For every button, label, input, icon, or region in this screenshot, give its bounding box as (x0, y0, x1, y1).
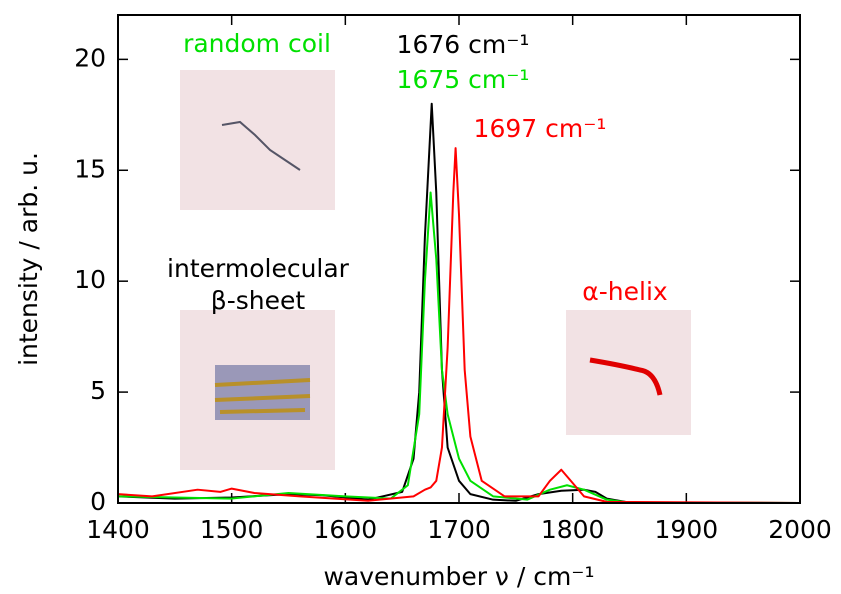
annotation: intermolecular (167, 254, 350, 283)
snapshot-alpha-helix (566, 310, 691, 435)
snapshot-random-coil (180, 70, 335, 210)
y-tick-label: 15 (74, 154, 106, 183)
x-tick-label: 1700 (427, 515, 491, 544)
annotation: α-helix (582, 277, 667, 306)
annotation: 1675 cm⁻¹ (397, 65, 530, 94)
x-tick-label: 1400 (86, 515, 150, 544)
y-tick-label: 0 (90, 487, 106, 516)
y-axis-label: intensity / arb. u. (14, 152, 43, 366)
annotation: 1676 cm⁻¹ (397, 30, 530, 59)
annotation: 1697 cm⁻¹ (474, 114, 607, 143)
snapshots (180, 70, 691, 470)
y-tick-label: 10 (74, 265, 106, 294)
x-tick-label: 1600 (314, 515, 378, 544)
plot-frame (117, 14, 801, 504)
snapshot-molecule (589, 357, 663, 396)
x-tick-label: 2000 (768, 515, 832, 544)
line-series (117, 147, 801, 504)
snapshot-molecule (221, 120, 301, 171)
x-axis-label: wavenumber ν / cm⁻¹ (323, 562, 594, 591)
y-tick-label: 5 (90, 376, 106, 405)
annotation: random coil (183, 29, 331, 58)
snapshot-molecule (214, 378, 311, 414)
x-tick-label: 1800 (541, 515, 605, 544)
y-tick-label: 20 (74, 43, 106, 72)
annotation: β-sheet (211, 286, 306, 315)
x-tick-label: 1900 (655, 515, 719, 544)
x-tick-label: 1500 (200, 515, 264, 544)
